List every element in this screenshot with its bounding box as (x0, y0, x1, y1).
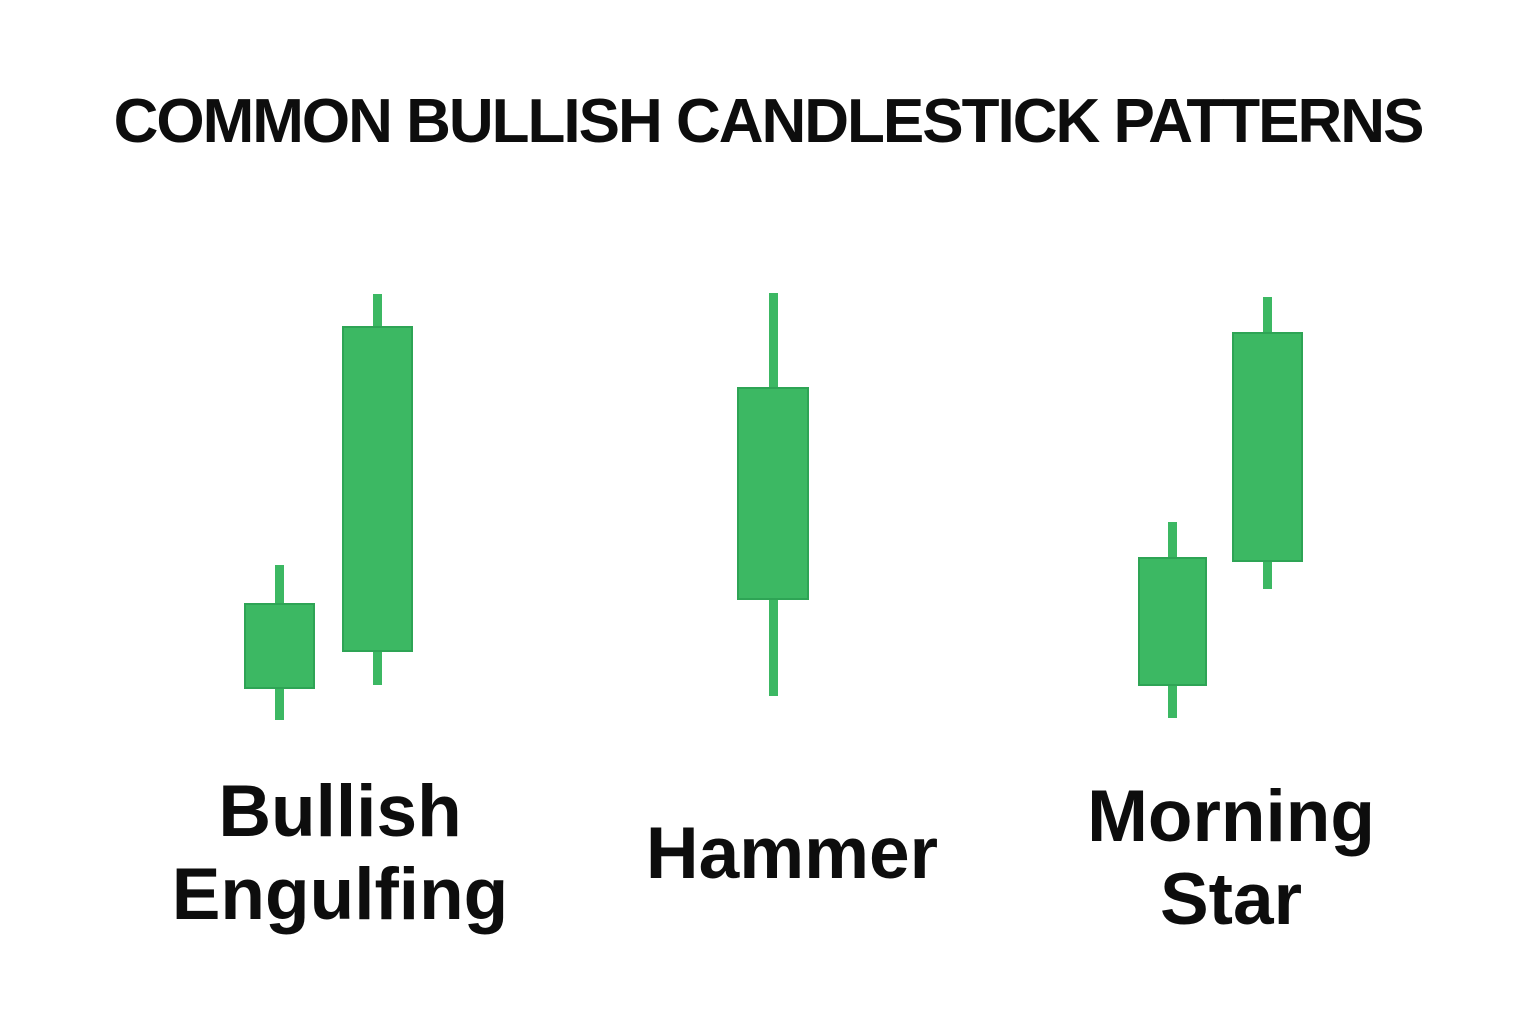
candle-body-small-bullish-candle (243, 603, 315, 689)
page-title: COMMON BULLISH CANDLESTICK PATTERNS (113, 87, 1425, 156)
candle-body-large-engulfing-bullish-candle (341, 326, 413, 652)
pattern-label-morning-star: Morning Star (1087, 776, 1375, 940)
candle-body-small-bullish-candle (1137, 557, 1207, 686)
pattern-label-bullish-engulfing: Bullish Engulfing (171, 771, 509, 935)
candle-body-large-bullish-candle (1231, 332, 1303, 562)
candle-body-hammer-bullish-candle (737, 387, 809, 600)
pattern-label-hammer: Hammer (645, 813, 939, 894)
